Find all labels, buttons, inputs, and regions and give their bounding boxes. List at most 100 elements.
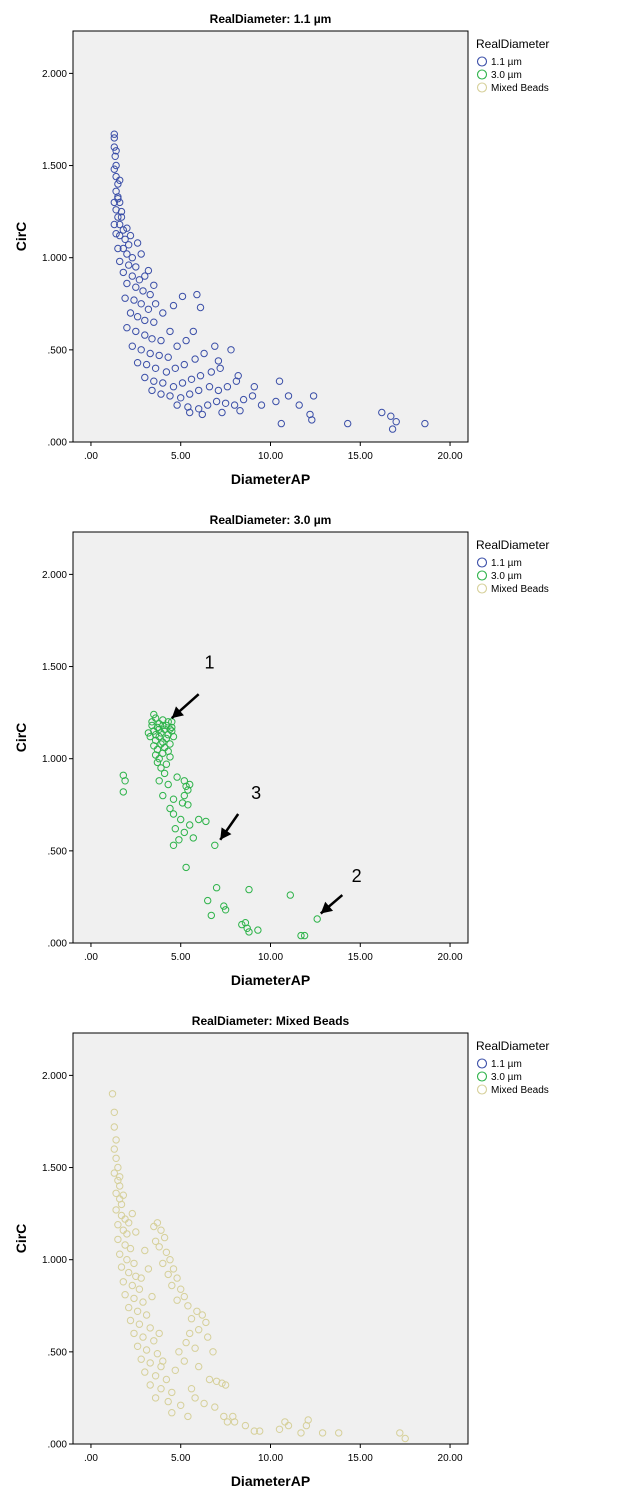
x-tick-label: 20.00 bbox=[438, 952, 463, 963]
data-point bbox=[123, 1230, 131, 1238]
data-point bbox=[396, 1429, 404, 1437]
data-point bbox=[207, 911, 216, 920]
y-tick-label: .500 bbox=[48, 345, 68, 356]
data-point bbox=[214, 386, 223, 395]
data-point bbox=[132, 1272, 140, 1281]
data-point bbox=[218, 408, 226, 417]
data-point bbox=[195, 1362, 203, 1371]
data-point bbox=[229, 1412, 237, 1421]
data-point bbox=[218, 1379, 226, 1387]
y-tick-label: .000 bbox=[48, 1440, 68, 1451]
data-point bbox=[162, 1375, 171, 1384]
data-point bbox=[126, 231, 135, 240]
data-point bbox=[220, 902, 228, 910]
data-point bbox=[123, 224, 131, 232]
data-point bbox=[116, 1250, 124, 1258]
data-point bbox=[141, 1246, 149, 1255]
data-point bbox=[114, 1235, 122, 1244]
data-point bbox=[230, 401, 239, 409]
data-point bbox=[202, 817, 210, 826]
data-point bbox=[155, 777, 163, 785]
legend-marker bbox=[476, 570, 488, 581]
data-point bbox=[137, 250, 145, 258]
y-tick-label: .000 bbox=[48, 939, 68, 950]
data-point bbox=[162, 1248, 171, 1257]
y-tick-label: .500 bbox=[48, 1347, 68, 1358]
x-tick-label: 5.00 bbox=[171, 451, 191, 462]
data-point bbox=[108, 1090, 117, 1098]
data-point bbox=[169, 1265, 178, 1273]
data-point bbox=[159, 1259, 167, 1268]
data-point bbox=[168, 1388, 176, 1397]
data-point bbox=[110, 1169, 119, 1177]
annotation-3: 3 bbox=[219, 783, 261, 841]
data-point bbox=[157, 764, 165, 772]
data-point bbox=[159, 379, 167, 387]
data-point bbox=[166, 753, 174, 761]
data-point bbox=[392, 418, 400, 426]
data-point bbox=[187, 375, 196, 383]
data-point bbox=[112, 206, 120, 214]
data-point bbox=[116, 1173, 124, 1181]
data-point bbox=[119, 244, 128, 253]
data-point bbox=[130, 1329, 138, 1338]
data-point bbox=[223, 1418, 232, 1426]
data-point bbox=[126, 1244, 135, 1253]
data-point bbox=[200, 349, 208, 358]
x-tick-label: 20.00 bbox=[438, 1453, 463, 1464]
data-point bbox=[171, 825, 180, 833]
legend-marker bbox=[476, 1058, 488, 1069]
data-point bbox=[114, 180, 122, 188]
data-point bbox=[177, 1401, 185, 1410]
data-point bbox=[133, 239, 142, 247]
data-point bbox=[297, 931, 305, 940]
data-point bbox=[125, 261, 133, 269]
data-point bbox=[211, 841, 219, 849]
data-point bbox=[387, 412, 395, 420]
data-point bbox=[117, 213, 126, 221]
data-point bbox=[114, 213, 122, 221]
data-point bbox=[184, 1302, 192, 1310]
data-point bbox=[186, 1329, 194, 1338]
data-point bbox=[202, 1318, 210, 1327]
data-point bbox=[169, 301, 178, 310]
data-point bbox=[153, 758, 162, 767]
data-point bbox=[182, 782, 190, 790]
data-point bbox=[166, 740, 174, 748]
data-point bbox=[132, 283, 140, 291]
data-point bbox=[116, 176, 124, 185]
data-point bbox=[112, 1136, 120, 1144]
data-point bbox=[239, 395, 248, 404]
data-point bbox=[204, 1333, 212, 1341]
data-point bbox=[116, 198, 124, 207]
data-point bbox=[155, 732, 163, 741]
legend-entry-label: 3.0 µm bbox=[491, 1072, 522, 1083]
legend-entry-label: 1.1 µm bbox=[491, 57, 522, 68]
chart-title: RealDiameter: 3.0 µm bbox=[210, 513, 332, 527]
data-point bbox=[123, 324, 131, 332]
data-point bbox=[110, 220, 119, 229]
x-tick-label: 10.00 bbox=[258, 451, 283, 462]
data-point bbox=[286, 891, 294, 899]
data-point bbox=[155, 1329, 163, 1338]
data-point bbox=[137, 1274, 145, 1282]
data-point bbox=[164, 780, 172, 789]
legend-marker bbox=[476, 1084, 488, 1095]
y-tick-label: 2.000 bbox=[42, 570, 67, 581]
data-point bbox=[162, 368, 171, 376]
data-point bbox=[211, 1403, 219, 1411]
data-point bbox=[128, 1281, 137, 1290]
data-point bbox=[241, 1421, 250, 1430]
data-point bbox=[198, 410, 207, 419]
data-point bbox=[171, 1366, 180, 1375]
data-point bbox=[173, 1274, 181, 1282]
legend-entry-label: 3.0 µm bbox=[491, 70, 522, 81]
data-point bbox=[119, 1278, 128, 1286]
y-axis-label: CirC bbox=[13, 222, 29, 252]
annotation-arrow-head bbox=[320, 901, 334, 914]
data-point bbox=[216, 364, 224, 372]
data-point bbox=[146, 349, 154, 358]
data-point bbox=[164, 1270, 172, 1279]
data-point bbox=[164, 718, 172, 726]
data-point bbox=[148, 1292, 156, 1301]
